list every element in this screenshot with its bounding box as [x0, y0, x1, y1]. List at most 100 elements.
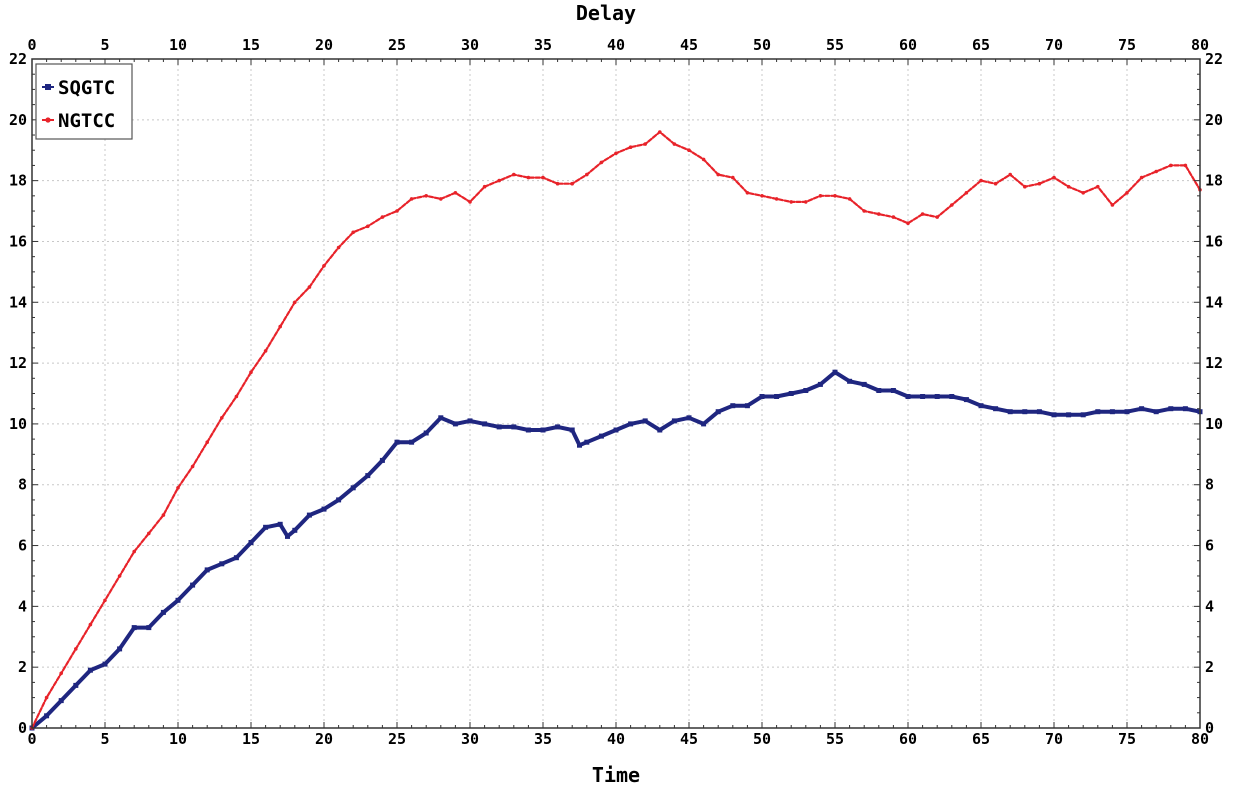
- x-tick-label-bottom: 75: [1118, 730, 1136, 748]
- data-point-sqgtc: [671, 418, 677, 424]
- x-axis-title: Time: [592, 763, 640, 786]
- data-point-ngtcc: [555, 181, 560, 186]
- legend-marker-ngtcc: [45, 117, 51, 123]
- data-point-ngtcc: [628, 145, 633, 149]
- data-point-sqgtc: [890, 388, 896, 393]
- x-tick-label-top: 80: [1191, 36, 1209, 54]
- data-point-ngtcc: [1008, 172, 1012, 177]
- data-point-sqgtc: [730, 403, 736, 409]
- x-tick-label-top: 55: [826, 36, 844, 54]
- data-point-ngtcc: [833, 194, 837, 198]
- y-tick-label-left: 4: [18, 597, 27, 615]
- x-tick-label-top: 25: [388, 36, 406, 54]
- data-point-ngtcc: [979, 178, 983, 183]
- data-point-ngtcc: [1081, 191, 1085, 195]
- data-point-ngtcc: [44, 695, 49, 700]
- data-point-ngtcc: [964, 191, 969, 195]
- data-point-ngtcc: [847, 197, 852, 201]
- y-tick-label-left: 14: [9, 293, 27, 311]
- data-point-sqgtc: [248, 540, 254, 545]
- y-tick-label-left: 22: [9, 50, 27, 68]
- data-point-ngtcc: [1037, 181, 1042, 186]
- data-point-sqgtc: [598, 433, 604, 439]
- data-point-ngtcc: [585, 172, 589, 177]
- y-tick-label-left: 20: [9, 111, 27, 129]
- y-tick-label-right: 22: [1205, 50, 1223, 68]
- data-point-sqgtc: [569, 427, 575, 433]
- data-point-sqgtc: [482, 421, 488, 427]
- data-point-ngtcc: [220, 416, 224, 420]
- x-tick-label-bottom: 5: [100, 730, 109, 748]
- data-point-ngtcc: [307, 285, 312, 289]
- data-point-ngtcc: [88, 622, 93, 627]
- data-point-sqgtc: [613, 427, 619, 433]
- data-point-ngtcc: [541, 175, 545, 180]
- data-point-sqgtc: [263, 524, 269, 530]
- data-point-sqgtc: [803, 388, 809, 393]
- data-point-ngtcc: [658, 130, 662, 134]
- data-point-sqgtc: [467, 418, 473, 424]
- data-point-ngtcc: [760, 194, 764, 198]
- data-point-sqgtc: [306, 512, 312, 518]
- data-point-sqgtc: [423, 430, 429, 436]
- legend: SQGTC NGTCC: [35, 63, 133, 140]
- data-point-sqgtc: [350, 485, 356, 491]
- data-point-ngtcc: [672, 142, 677, 146]
- data-point-sqgtc: [1036, 409, 1042, 415]
- data-point-ngtcc: [643, 142, 647, 146]
- data-point-sqgtc: [190, 582, 196, 588]
- data-point-ngtcc: [366, 224, 370, 229]
- data-point-sqgtc: [292, 527, 298, 533]
- data-point-sqgtc: [540, 427, 546, 433]
- data-point-ngtcc: [117, 574, 122, 578]
- x-tick-label-top: 60: [899, 36, 917, 54]
- data-point-sqgtc: [1066, 412, 1072, 418]
- data-point-sqgtc: [920, 394, 926, 399]
- data-point-ngtcc: [687, 148, 691, 152]
- y-tick-label-right: 12: [1205, 354, 1223, 372]
- data-point-sqgtc: [934, 394, 940, 399]
- data-point-sqgtc: [160, 609, 166, 615]
- data-point-sqgtc: [131, 625, 137, 631]
- data-point-ngtcc: [322, 264, 326, 268]
- data-point-ngtcc: [482, 184, 487, 189]
- data-point-sqgtc: [379, 457, 385, 463]
- data-point-ngtcc: [468, 200, 472, 204]
- data-point-ngtcc: [804, 200, 808, 204]
- data-point-sqgtc: [1109, 409, 1115, 415]
- x-tick-label-top: 45: [680, 36, 698, 54]
- x-tick-label-bottom: 20: [315, 730, 333, 748]
- x-tick-label-top: 65: [972, 36, 990, 54]
- x-tick-label-bottom: 15: [242, 730, 260, 748]
- data-point-ngtcc: [395, 209, 399, 213]
- data-point-sqgtc: [452, 421, 458, 427]
- y-tick-label-right: 20: [1205, 111, 1223, 129]
- x-tick-label-bottom: 30: [461, 730, 479, 748]
- data-point-ngtcc: [1110, 203, 1115, 207]
- data-point-ngtcc: [1125, 191, 1129, 195]
- data-point-sqgtc: [511, 424, 517, 430]
- data-point-ngtcc: [336, 245, 341, 250]
- data-point-sqgtc: [1007, 409, 1013, 415]
- data-point-sqgtc: [715, 409, 721, 415]
- data-point-ngtcc: [351, 230, 356, 235]
- data-point-sqgtc: [87, 667, 93, 673]
- x-tick-label-top: 50: [753, 36, 771, 54]
- legend-label-sqgtc: SQGTC: [58, 77, 115, 99]
- data-point-sqgtc: [847, 378, 853, 384]
- data-point-sqgtc: [584, 439, 590, 445]
- x-tick-label-bottom: 70: [1045, 730, 1063, 748]
- y-tick-label-right: 0: [1205, 719, 1214, 737]
- y-tick-label-right: 2: [1205, 658, 1214, 676]
- data-point-ngtcc: [716, 172, 720, 177]
- data-point-ngtcc: [891, 215, 896, 219]
- data-point-ngtcc: [935, 215, 939, 219]
- data-point-ngtcc: [263, 349, 268, 353]
- data-point-ngtcc: [570, 181, 574, 186]
- x-tick-label-bottom: 25: [388, 730, 406, 748]
- data-point-sqgtc: [905, 394, 911, 399]
- y-tick-label-right: 4: [1205, 597, 1214, 615]
- data-point-ngtcc: [950, 203, 954, 207]
- data-point-sqgtc: [1080, 412, 1086, 418]
